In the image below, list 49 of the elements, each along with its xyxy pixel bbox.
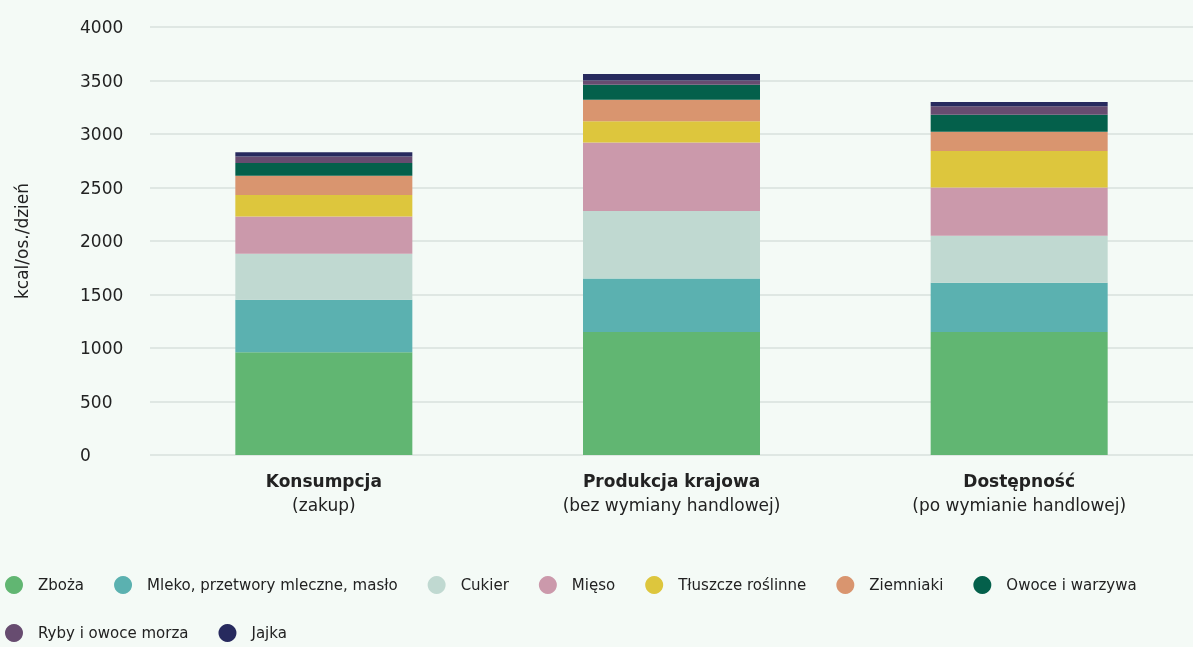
bar bbox=[583, 331, 760, 455]
bar bbox=[930, 235, 1108, 283]
legend-label: Ryby i owoce morza bbox=[38, 624, 189, 642]
bar bbox=[583, 99, 760, 122]
bar bbox=[235, 299, 413, 353]
legend-label: Ziemniaki bbox=[869, 576, 944, 594]
bar bbox=[930, 101, 1108, 107]
bar bbox=[235, 162, 413, 176]
bar bbox=[235, 152, 413, 157]
bar bbox=[930, 114, 1108, 132]
x-tick-label: Konsumpcja (zakup) bbox=[265, 471, 382, 515]
legend-label: Zboża bbox=[38, 576, 85, 594]
bar bbox=[235, 175, 413, 195]
bar bbox=[583, 121, 760, 143]
y-tick-label: 500 bbox=[80, 391, 113, 412]
y-tick-label: 3000 bbox=[80, 124, 124, 144]
bar bbox=[930, 331, 1108, 455]
legend-label: Owoce i warzywa bbox=[1006, 576, 1137, 594]
bar bbox=[930, 106, 1108, 115]
bar bbox=[235, 156, 413, 163]
legend-label: Tłuszcze roślinne bbox=[677, 576, 807, 594]
bar bbox=[930, 282, 1108, 332]
legend-label: Mleko, przetwory mleczne, masło bbox=[147, 576, 398, 594]
y-tick-label: 4000 bbox=[80, 17, 124, 37]
y-tick-label: 1000 bbox=[80, 338, 124, 358]
y-tick-label: 3500 bbox=[80, 70, 124, 91]
y-tick-label: 2500 bbox=[80, 177, 124, 198]
bar bbox=[583, 80, 760, 85]
x-tick-label: Produkcja krajowa (bez wymiany handlowej) bbox=[562, 471, 781, 515]
bar bbox=[930, 187, 1108, 236]
legend-label: Cukier bbox=[460, 576, 510, 594]
bar bbox=[583, 211, 760, 279]
y-axis-title: kcal/os./dzień bbox=[11, 182, 32, 300]
y-tick-label: 2000 bbox=[80, 231, 124, 251]
bar bbox=[583, 74, 760, 81]
y-tick-label: 1500 bbox=[80, 284, 124, 305]
bar bbox=[583, 84, 760, 100]
legend-label: Jajka bbox=[250, 624, 287, 642]
bar bbox=[930, 131, 1108, 152]
bar bbox=[235, 216, 413, 254]
bar bbox=[235, 352, 413, 455]
bar bbox=[235, 253, 413, 300]
bar bbox=[583, 278, 760, 332]
y-tick-label: 0 bbox=[80, 445, 91, 465]
bar bbox=[235, 194, 413, 217]
x-tick-label: Dostępność (po wymianie handlowej) bbox=[912, 471, 1127, 515]
bar bbox=[930, 151, 1108, 188]
legend-label: Mięso bbox=[571, 576, 616, 594]
bar bbox=[583, 142, 760, 212]
